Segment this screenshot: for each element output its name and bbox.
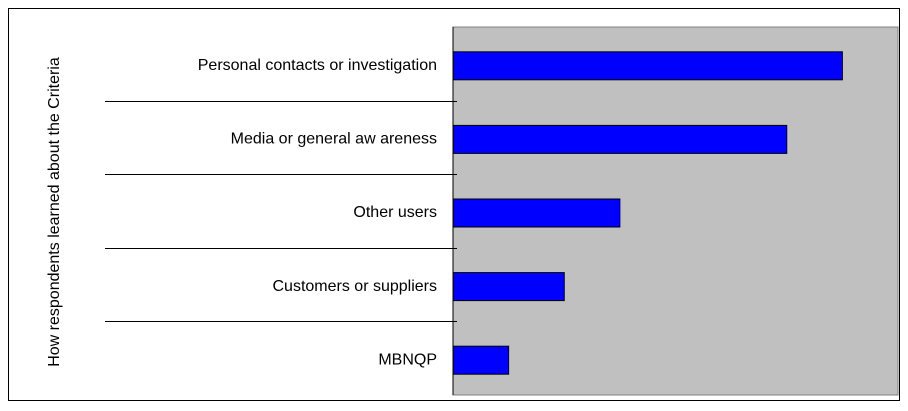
bar bbox=[452, 198, 621, 228]
bar bbox=[452, 272, 565, 302]
y-axis-title: How respondents learned about the Criter… bbox=[46, 57, 63, 367]
category-label: Media or general aw areness bbox=[231, 131, 437, 148]
chart-frame bbox=[8, 8, 900, 401]
category-label: Personal contacts or investigation bbox=[198, 57, 437, 74]
bar bbox=[452, 345, 510, 375]
bar bbox=[452, 51, 843, 81]
category-label: Customers or suppliers bbox=[273, 278, 438, 295]
category-label: Other users bbox=[353, 204, 437, 221]
category-label: MBNQP bbox=[378, 351, 437, 368]
bar bbox=[452, 124, 788, 154]
